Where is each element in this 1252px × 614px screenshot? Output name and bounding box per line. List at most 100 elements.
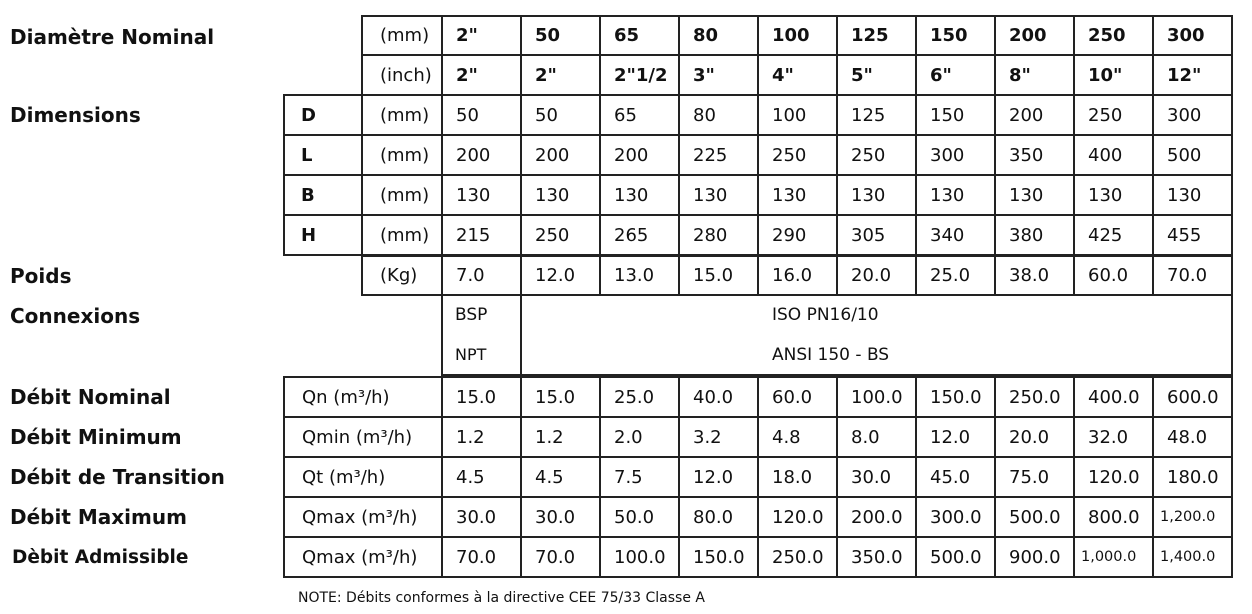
value-cell: 250: [836, 134, 917, 176]
value-cell: 65: [599, 94, 680, 136]
flow-value-cell: 1,200.0: [1152, 496, 1233, 538]
flow-value-cell: 500.0: [994, 496, 1075, 538]
value-cell: 80: [678, 15, 759, 56]
flow-unit-cell: Qmax (m³/h): [283, 536, 443, 578]
value-cell: 3": [678, 54, 759, 96]
flow-value-cell: 40.0: [678, 376, 759, 418]
flow-value-cell: 25.0: [599, 376, 680, 418]
value-cell: 305: [836, 214, 917, 256]
value-cell: 2": [441, 15, 522, 56]
value-cell: 290: [757, 214, 838, 256]
flow-value-cell: 150.0: [915, 376, 996, 418]
flow-value-cell: 3.2: [678, 416, 759, 458]
flow-value-cell: 4.5: [520, 456, 601, 498]
flow-value-cell: 300.0: [915, 496, 996, 538]
value-cell: 130: [678, 174, 759, 216]
value-cell: 70.0: [1152, 255, 1233, 296]
value-cell: 20.0: [836, 255, 917, 296]
flow-value-cell: 70.0: [441, 536, 522, 578]
value-cell: 4": [757, 54, 838, 96]
flow-value-cell: 200.0: [836, 496, 917, 538]
flow-value-cell: 75.0: [994, 456, 1075, 498]
flow-value-cell: 60.0: [757, 376, 838, 418]
value-cell: 80: [678, 94, 759, 136]
value-cell: 50: [441, 94, 522, 136]
label-debit-maximum: Débit Maximum: [10, 505, 187, 529]
flow-value-cell: 100.0: [836, 376, 917, 418]
dimension-letter-cell: L: [283, 134, 363, 176]
value-cell: 250: [1073, 94, 1154, 136]
flow-value-cell: 8.0: [836, 416, 917, 458]
label-diametre-nominal: Diamètre Nominal: [10, 25, 215, 49]
label-debit-admissible: Dèbit Admissible: [12, 547, 189, 568]
flow-value-cell: 350.0: [836, 536, 917, 578]
flow-value-cell: 30.0: [441, 496, 522, 538]
flow-unit-cell: Qmax (m³/h): [283, 496, 443, 538]
flow-value-cell: 600.0: [1152, 376, 1233, 418]
value-cell: 5": [836, 54, 917, 96]
value-cell: 215: [441, 214, 522, 256]
value-cell: 125: [836, 94, 917, 136]
flow-value-cell: 120.0: [757, 496, 838, 538]
flow-value-cell: 2.0: [599, 416, 680, 458]
value-cell: 100: [757, 15, 838, 56]
label-connexions: Connexions: [10, 304, 141, 328]
value-cell: 280: [678, 214, 759, 256]
value-cell: 2": [520, 54, 601, 96]
value-cell: 380: [994, 214, 1075, 256]
dimension-letter-cell: D: [283, 94, 363, 136]
connexions-right-cell: [520, 294, 1233, 376]
note-text: NOTE: Débits conformes à la directive CE…: [298, 590, 705, 606]
value-cell: 250: [757, 134, 838, 176]
value-cell: 10": [1073, 54, 1154, 96]
value-cell: 455: [1152, 214, 1233, 256]
value-cell: 8": [994, 54, 1075, 96]
label-debit-minimum: Débit Minimum: [10, 425, 182, 449]
flow-value-cell: 120.0: [1073, 456, 1154, 498]
value-cell: 2": [441, 54, 522, 96]
connexion-ansi: ANSI 150 - BS: [772, 345, 890, 365]
flow-value-cell: 1,400.0: [1152, 536, 1233, 578]
label-debit-nominal: Débit Nominal: [10, 385, 171, 409]
value-cell: 16.0: [757, 255, 838, 296]
flow-value-cell: 12.0: [915, 416, 996, 458]
label-debit-transition: Débit de Transition: [10, 465, 225, 489]
flow-value-cell: 150.0: [678, 536, 759, 578]
flow-value-cell: 250.0: [757, 536, 838, 578]
flow-value-cell: 18.0: [757, 456, 838, 498]
flow-value-cell: 400.0: [1073, 376, 1154, 418]
value-cell: 130: [599, 174, 680, 216]
value-cell: 100: [757, 94, 838, 136]
value-cell: 350: [994, 134, 1075, 176]
value-cell: 300: [915, 134, 996, 176]
flow-value-cell: 1.2: [520, 416, 601, 458]
flow-value-cell: 20.0: [994, 416, 1075, 458]
dimension-letter-cell: H: [283, 214, 363, 256]
value-cell: 38.0: [994, 255, 1075, 296]
value-cell: 130: [836, 174, 917, 216]
flow-value-cell: 900.0: [994, 536, 1075, 578]
value-cell: 265: [599, 214, 680, 256]
flow-value-cell: 80.0: [678, 496, 759, 538]
value-cell: 340: [915, 214, 996, 256]
connexions-left-cell: [441, 294, 522, 376]
unit-cell: (mm): [361, 214, 443, 256]
value-cell: 250: [1073, 15, 1154, 56]
flow-value-cell: 48.0: [1152, 416, 1233, 458]
value-cell: 6": [915, 54, 996, 96]
flow-value-cell: 500.0: [915, 536, 996, 578]
value-cell: 130: [994, 174, 1075, 216]
flow-value-cell: 1.2: [441, 416, 522, 458]
value-cell: 25.0: [915, 255, 996, 296]
flow-value-cell: 70.0: [520, 536, 601, 578]
value-cell: 200: [599, 134, 680, 176]
value-cell: 200: [520, 134, 601, 176]
flow-value-cell: 800.0: [1073, 496, 1154, 538]
connexion-iso: ISO PN16/10: [772, 305, 879, 325]
value-cell: 7.0: [441, 255, 522, 296]
unit-cell: (Kg): [361, 255, 443, 296]
value-cell: 2"1/2: [599, 54, 680, 96]
unit-cell: (mm): [361, 15, 443, 56]
value-cell: 130: [1152, 174, 1233, 216]
value-cell: 130: [441, 174, 522, 216]
